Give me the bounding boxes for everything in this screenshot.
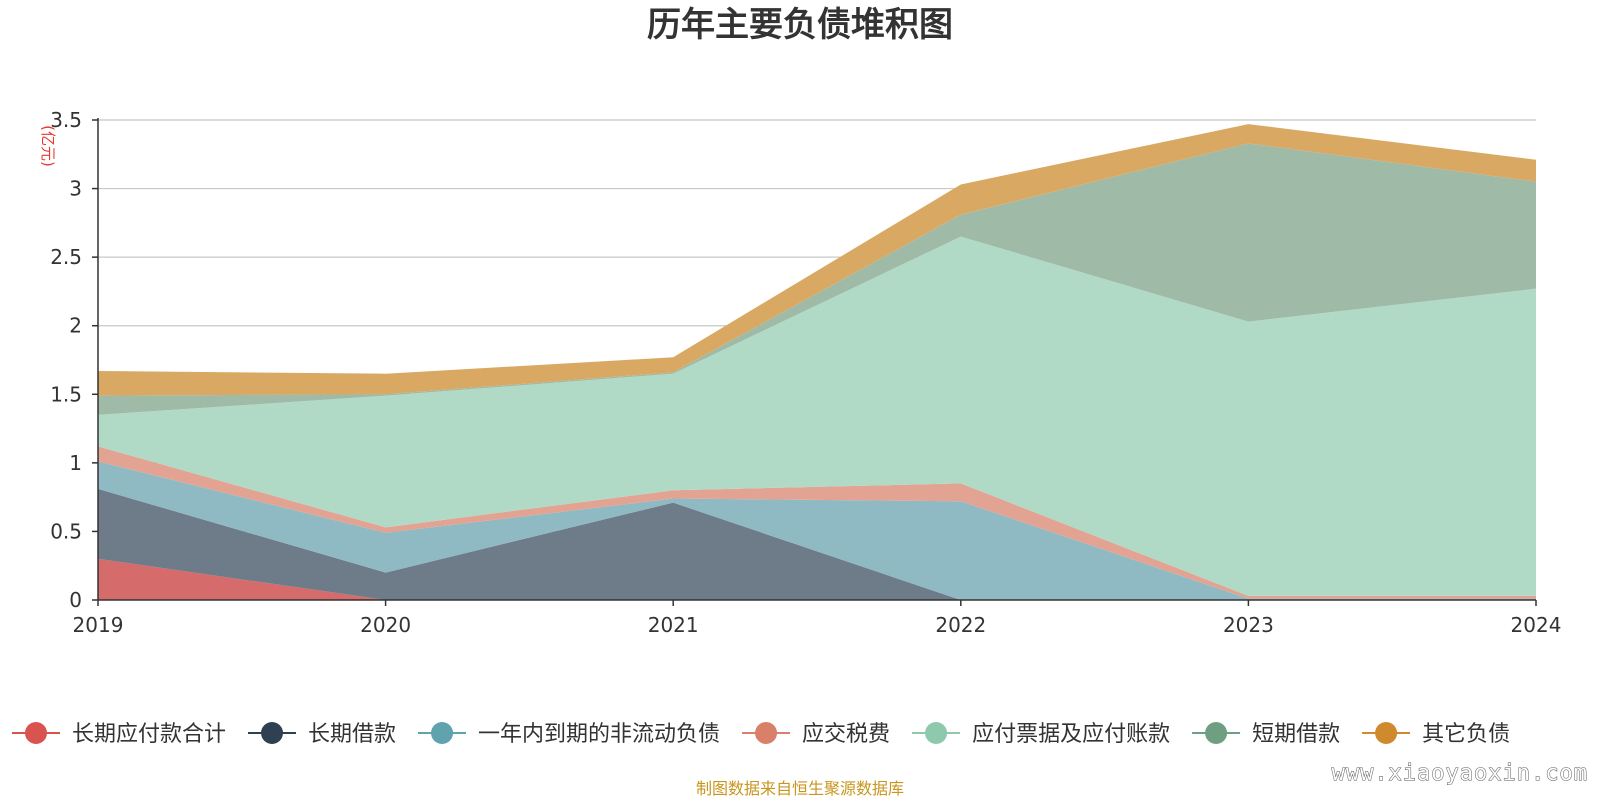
legend-marker xyxy=(261,722,284,744)
legend-label: 一年内到期的非流动负债 xyxy=(478,722,720,747)
y-tick-label: 0 xyxy=(69,588,82,612)
y-tick-label: 3.5 xyxy=(50,108,82,132)
y-tick-label: 2.5 xyxy=(50,245,82,269)
x-tick-label: 2019 xyxy=(73,613,124,637)
legend-marker xyxy=(25,722,47,744)
area-series-4 xyxy=(98,236,1536,596)
legend-label: 应付票据及应付账款 xyxy=(972,722,1170,747)
legend-item-1[interactable]: 长期借款 xyxy=(248,722,396,747)
legend-item-2[interactable]: 一年内到期的非流动负债 xyxy=(418,722,720,747)
legend-label: 长期借款 xyxy=(308,722,396,747)
chart-title: 历年主要负债堆积图 xyxy=(647,5,953,45)
x-tick-label: 2020 xyxy=(360,613,411,637)
area-series-5 xyxy=(98,143,1536,415)
legend-marker xyxy=(925,722,948,744)
y-tick-label: 2 xyxy=(69,314,82,338)
y-tick-label: 3 xyxy=(69,177,82,201)
y-axis-unit-label: (亿元) xyxy=(39,125,57,167)
y-tick-label: 1 xyxy=(69,451,82,475)
legend-marker xyxy=(1205,722,1228,744)
data-source-note: 制图数据来自恒生聚源数据库 xyxy=(696,779,904,798)
x-tick-label: 2024 xyxy=(1511,613,1562,637)
legend-item-4[interactable]: 应付票据及应付账款 xyxy=(912,722,1170,747)
y-tick-label: 1.5 xyxy=(50,382,82,406)
legend-label: 短期借款 xyxy=(1252,722,1340,747)
series-areas xyxy=(98,124,1536,600)
y-tick-label: 0.5 xyxy=(50,519,82,543)
legend-item-0[interactable]: 长期应付款合计 xyxy=(12,722,226,747)
x-tick-label: 2023 xyxy=(1223,613,1274,637)
legend-label: 其它负债 xyxy=(1422,722,1510,747)
y-axis-ticks: 0 0.5 1 1.5 2 2.5 3 3.5 xyxy=(50,108,98,612)
legend-item-5[interactable]: 短期借款 xyxy=(1192,722,1340,747)
legend-label: 应交税费 xyxy=(802,722,890,747)
x-tick-label: 2021 xyxy=(648,613,699,637)
watermark: www.xiaoyaoxin.com xyxy=(1332,761,1588,786)
area-series-0 xyxy=(98,558,1536,600)
x-axis-ticks: 2019 2020 2021 2022 2023 2024 xyxy=(73,600,1562,637)
legend-marker xyxy=(755,722,778,744)
axes xyxy=(97,118,1536,601)
x-tick-label: 2022 xyxy=(935,613,986,637)
legend[interactable]: 长期应付款合计 长期借款 一年内到期的非流动负债 应交税费 应付票据及应付账款 短期借款 其… xyxy=(12,722,1510,747)
area-series-6 xyxy=(98,124,1536,396)
legend-label: 长期应付款合计 xyxy=(72,722,226,747)
area-series-2 xyxy=(98,461,1536,600)
area-series-1 xyxy=(98,488,1536,600)
legend-marker xyxy=(1375,722,1398,744)
legend-item-6[interactable]: 其它负债 xyxy=(1362,722,1510,747)
legend-marker xyxy=(431,722,454,744)
legend-item-3[interactable]: 应交税费 xyxy=(742,722,890,747)
